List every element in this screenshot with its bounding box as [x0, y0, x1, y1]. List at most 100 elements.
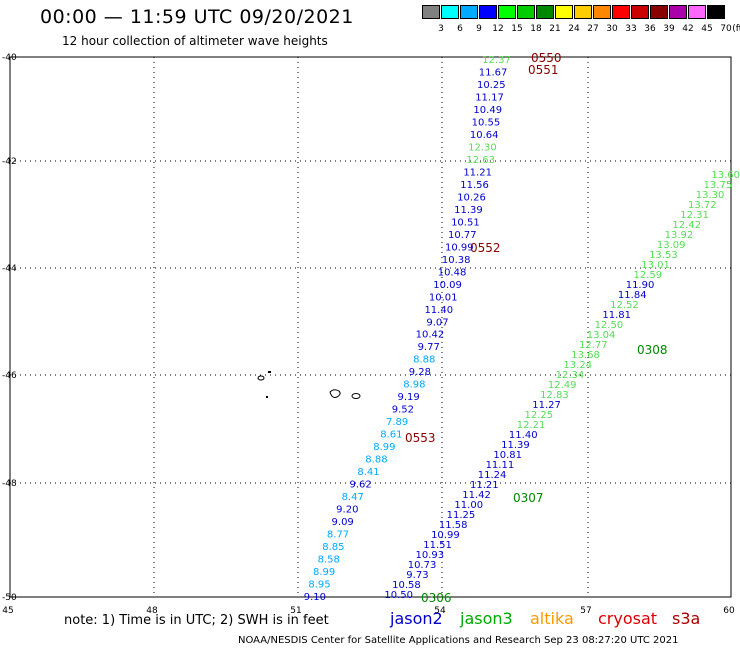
lat-label: -40: [2, 53, 17, 63]
color-label-13: 42: [682, 24, 694, 34]
lat-label: -50: [2, 593, 17, 603]
color-label-9: 30: [606, 24, 618, 34]
swh-value-jason3: 12.59: [634, 270, 663, 281]
time-label-jason3: 0308: [637, 343, 668, 357]
swh-value-jason2: 10.51: [451, 217, 480, 228]
chart-title: 00:00 — 11:59 UTC 09/20/2021: [40, 6, 354, 28]
island-outline: [351, 393, 361, 399]
swh-value-jason3: 12.50: [595, 320, 624, 331]
color-swatch-2: [460, 5, 478, 19]
color-label-3: 12: [492, 24, 504, 34]
color-label-7: 24: [568, 24, 580, 34]
island-outline: [268, 371, 271, 373]
swh-value-jason3: 10.93: [416, 550, 445, 561]
time-label-jason3: 0307: [513, 491, 544, 505]
swh-value-jason2: 8.41: [357, 467, 379, 478]
lon-label: 54: [434, 606, 446, 616]
swh-value-jason2: 8.99: [373, 442, 395, 453]
color-label-11: 36: [644, 24, 656, 34]
swh-value-jason2: 8.88: [413, 355, 435, 366]
lon-label: 45: [2, 606, 13, 616]
color-label-14: 45: [701, 24, 713, 34]
swh-value-jason2: 8.85: [322, 542, 344, 553]
swh-value-jason2: 11.56: [460, 180, 489, 191]
lon-label: 48: [146, 606, 158, 616]
legend-cryosat: cryosat: [598, 609, 658, 628]
swh-value-jason3: 12.31: [680, 210, 709, 221]
swh-value-jason2: 11.67: [479, 67, 508, 78]
swh-value-jason2: 10.42: [416, 330, 445, 341]
color-swatch-0: [422, 5, 440, 19]
swh-value-jason3: 11.11: [486, 460, 515, 471]
credit-line: NOAA/NESDIS Center for Satellite Applica…: [238, 635, 679, 646]
color-label-10: 33: [625, 24, 637, 34]
swh-value-jason2: 9.52: [392, 405, 414, 416]
swh-value-jason3: 13.24: [563, 360, 592, 371]
color-swatch-14: [688, 5, 706, 19]
time-label-jason2: 0550: [531, 51, 562, 65]
swh-value-jason3: 12.25: [525, 410, 554, 421]
color-label-1: 6: [457, 24, 463, 34]
swh-value-jason2: 10.55: [472, 117, 501, 128]
color-unit-label: (ft): [732, 24, 740, 34]
swh-value-jason3: 10.50: [384, 590, 413, 601]
swh-value-jason3: 10.58: [392, 580, 421, 591]
lat-label: -48: [2, 479, 17, 489]
legend-altika: altika: [530, 609, 574, 628]
swh-value-jason3: 13.53: [649, 250, 678, 261]
swh-value-jason2: 10.09: [433, 280, 462, 291]
chart-subtitle: 12 hour collection of altimeter wave hei…: [62, 34, 328, 48]
color-swatch-4: [498, 5, 516, 19]
swh-value-jason3: 12.34: [556, 370, 585, 381]
lat-label: -44: [2, 264, 17, 274]
swh-value-jason2: 10.48: [438, 267, 467, 278]
footnote: note: 1) Time is in UTC; 2) SWH is in fe…: [64, 613, 329, 628]
swh-value-jason3: 11.27: [532, 400, 561, 411]
swh-value-jason2: 8.61: [380, 430, 402, 441]
color-swatch-9: [593, 5, 611, 19]
swh-value-jason3: 11.21: [470, 480, 499, 491]
swh-value-jason3: 11.84: [618, 290, 647, 301]
legend-s3a: s3a: [672, 609, 701, 628]
swh-value-jason2: 12.63: [466, 155, 495, 166]
swh-value-jason3: 11.39: [501, 440, 530, 451]
color-label-2: 9: [476, 24, 482, 34]
swh-value-jason2: 9.77: [418, 342, 440, 353]
swh-value-jason3: 13.04: [587, 330, 616, 341]
swh-value-jason3: 13.92: [665, 230, 694, 241]
swh-value-jason2: 8.99: [313, 567, 335, 578]
swh-value-jason2: 7.89: [386, 417, 408, 428]
island-outline: [266, 396, 268, 398]
color-label-15: 70: [720, 24, 732, 34]
swh-value-jason3: 12.42: [672, 220, 701, 231]
time-label-jason2: 0551: [528, 63, 559, 77]
swh-value-jason2: 12.30: [468, 142, 497, 153]
swh-value-jason3: 13.09: [657, 240, 686, 251]
swh-value-jason2: 10.01: [429, 292, 458, 303]
swh-value-jason2: 10.77: [448, 230, 477, 241]
swh-value-jason2: 9.09: [332, 517, 354, 528]
swh-value-jason2: 8.58: [318, 555, 340, 566]
lon-label: 51: [290, 606, 301, 616]
swh-value-jason2: 10.99: [445, 242, 474, 253]
swh-value-jason2: 9.28: [409, 367, 431, 378]
swh-value-jason3: 13.68: [571, 350, 600, 361]
swh-value-jason2: 9.62: [349, 480, 371, 491]
color-label-6: 21: [549, 24, 561, 34]
swh-value-jason2: 8.98: [403, 380, 425, 391]
color-swatch-6: [536, 5, 554, 19]
swh-value-jason3: 11.00: [454, 500, 483, 511]
swh-value-jason2: 10.64: [470, 130, 499, 141]
swh-value-jason3: 12.83: [540, 390, 569, 401]
color-label-0: 3: [438, 24, 444, 34]
time-label-jason2: 0552: [470, 241, 501, 255]
color-swatch-5: [517, 5, 535, 19]
swh-value-jason2: 8.47: [342, 492, 364, 503]
swh-value-jason2: 8.95: [308, 580, 330, 591]
swh-value-jason2: 10.25: [477, 80, 506, 91]
color-swatch-8: [574, 5, 592, 19]
swh-value-jason3: 12.77: [579, 340, 608, 351]
map-frame: [9, 56, 732, 598]
swh-value-jason2: 9.19: [397, 392, 419, 403]
